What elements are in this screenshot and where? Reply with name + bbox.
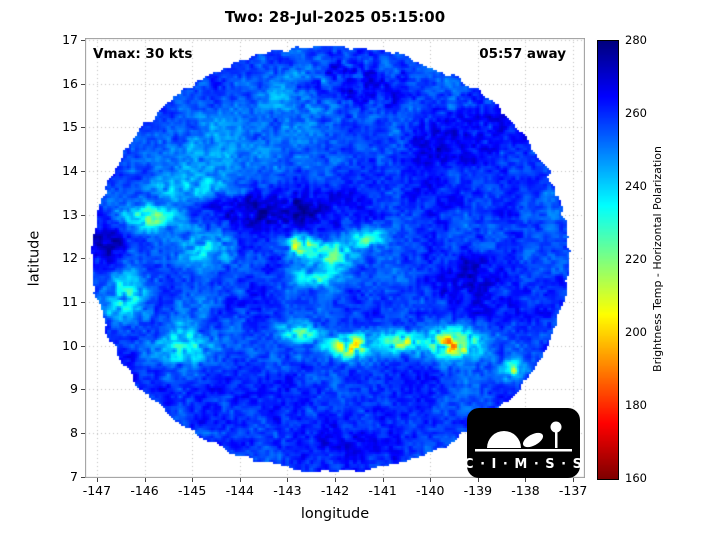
x-tick-mark — [430, 478, 431, 482]
y-tick-label: 12 — [62, 250, 78, 266]
y-tick-label: 14 — [62, 163, 78, 179]
x-tick-mark — [145, 478, 146, 482]
logo-text: C · I · M · S · S — [467, 457, 580, 472]
y-tick-mark — [81, 346, 85, 347]
tower-pole-icon — [555, 430, 558, 448]
y-tick-mark — [81, 215, 85, 216]
y-tick-label: 11 — [62, 294, 78, 310]
y-tick-label: 13 — [62, 206, 78, 222]
x-tick-mark — [573, 478, 574, 482]
colorbar-tick-label: 220 — [625, 252, 647, 266]
colorbar-tick-label: 260 — [625, 106, 647, 120]
colorbar-label: Brightness Temp - Horizontal Polarizatio… — [650, 146, 664, 372]
satellite-heatmap-canvas — [85, 38, 585, 478]
y-tick-label: 8 — [70, 425, 78, 441]
y-tick-mark — [81, 84, 85, 85]
y-tick-label: 7 — [70, 468, 78, 484]
x-tick-label: -143 — [273, 483, 302, 498]
y-tick-mark — [81, 40, 85, 41]
y-tick-mark — [81, 477, 85, 478]
x-tick-mark — [335, 478, 336, 482]
colorbar-tick-label: 200 — [625, 325, 647, 339]
y-tick-mark — [81, 127, 85, 128]
logo-roofline — [475, 449, 572, 452]
colorbar-label-wrap: Brightness Temp - Horizontal Polarizatio… — [649, 40, 665, 478]
x-tick-label: -140 — [416, 483, 445, 498]
colorbar-tick-label: 180 — [625, 398, 647, 412]
x-tick-label: -138 — [511, 483, 540, 498]
y-tick-label: 17 — [62, 32, 78, 48]
colorbar — [597, 40, 619, 480]
x-tick-label: -145 — [177, 483, 207, 498]
x-tick-mark — [240, 478, 241, 482]
x-tick-label: -141 — [368, 483, 397, 498]
colorbar-tick-label: 160 — [625, 471, 647, 485]
time-away-annotation: 05:57 away — [479, 46, 566, 62]
x-tick-mark — [192, 478, 193, 482]
y-tick-label: 10 — [62, 337, 78, 353]
y-tick-label: 15 — [62, 119, 78, 135]
x-tick-label: -146 — [130, 483, 159, 498]
x-tick-label: -147 — [82, 483, 112, 498]
x-tick-mark — [525, 478, 526, 482]
cimss-logo: C · I · M · S · S — [467, 408, 580, 478]
colorbar-tick-label: 240 — [625, 179, 647, 193]
radome-dome-icon — [487, 431, 521, 448]
tower-ball-icon — [550, 421, 562, 433]
x-tick-label: -137 — [558, 483, 588, 498]
y-tick-mark — [81, 258, 85, 259]
satellite-dish-icon — [522, 432, 544, 448]
y-tick-mark — [81, 302, 85, 303]
y-axis-label: latitude — [26, 230, 43, 287]
x-axis-label: longitude — [300, 506, 370, 522]
y-tick-label: 9 — [70, 381, 78, 397]
plot-title: Two: 28-Jul-2025 05:15:00 — [224, 8, 446, 26]
x-tick-mark — [478, 478, 479, 482]
x-tick-mark — [97, 478, 98, 482]
x-tick-mark — [383, 478, 384, 482]
x-tick-label: -139 — [463, 483, 493, 498]
y-tick-label: 16 — [62, 75, 78, 91]
colorbar-tick-label: 280 — [625, 33, 647, 47]
x-tick-mark — [287, 478, 288, 482]
y-tick-mark — [81, 171, 85, 172]
x-tick-label: -142 — [320, 483, 350, 498]
vmax-annotation: Vmax: 30 kts — [93, 46, 193, 62]
y-tick-mark — [81, 433, 85, 434]
y-tick-mark — [81, 389, 85, 390]
x-tick-label: -144 — [225, 483, 254, 498]
